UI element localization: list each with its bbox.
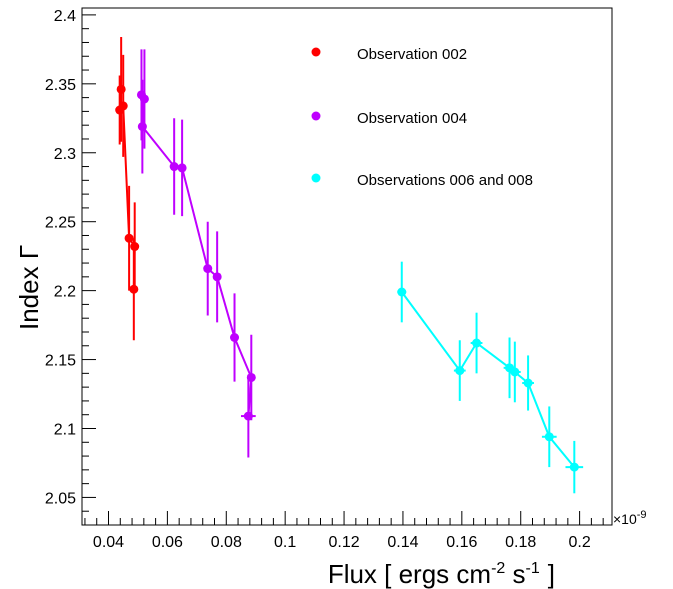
x-multiplier-label: ×10-9	[613, 509, 647, 527]
x-tick-label: 0.1	[274, 534, 296, 551]
data-point	[118, 101, 128, 111]
data-point	[139, 94, 149, 104]
data-point	[544, 432, 554, 442]
x-tick-label: 0.06	[152, 534, 183, 551]
data-point	[230, 333, 240, 343]
x-tick-label: 0.12	[328, 534, 359, 551]
data-point	[169, 162, 179, 172]
x-multiplier-exponent: -9	[637, 509, 647, 521]
series-line	[140, 94, 253, 417]
x-tick-label: 0.18	[505, 534, 536, 551]
x-tick-label: 0.04	[93, 534, 124, 551]
ticks-layer: 0.04 0.06 0.08 0.1 0.12 0.14 0.16 0.18 0.2 2.05 2.…	[45, 8, 604, 551]
x-multiplier-base: ×10	[613, 511, 637, 527]
data-point	[243, 411, 253, 421]
y-tick-label: 2.15	[45, 353, 76, 370]
x-axis-title: Flux [ ergs cm-2 s-1]	[328, 559, 555, 589]
data-point	[472, 338, 482, 348]
data-point	[124, 233, 134, 243]
series-1	[115, 36, 140, 341]
data-point	[177, 163, 187, 173]
series-layer	[115, 36, 584, 494]
y-tick-label: 2.35	[45, 77, 76, 94]
data-point	[510, 367, 520, 377]
y-tick-label: 2.3	[54, 146, 76, 163]
x-axis-title-mid: s	[505, 559, 525, 589]
x-tick-label: 0.14	[387, 534, 418, 551]
y-tick-label: 2.4	[54, 8, 76, 25]
x-tick-label: 0.08	[211, 534, 242, 551]
series-2	[136, 49, 256, 458]
y-tick-label: 2.05	[45, 490, 76, 507]
legend-marker	[311, 47, 321, 57]
data-point	[455, 366, 465, 376]
x-axis-title-exp1: -2	[491, 560, 505, 577]
data-point	[569, 462, 579, 472]
legend-entry: Observations 006 and 008	[357, 172, 533, 189]
data-point	[397, 287, 407, 297]
legend-entry: Observation 002	[357, 46, 467, 63]
data-point	[212, 272, 222, 282]
data-point	[129, 284, 139, 294]
series-3	[397, 261, 584, 494]
y-tick-label: 2.25	[45, 215, 76, 232]
x-tick-label: 0.16	[446, 534, 477, 551]
x-axis-title-main: Flux [ ergs cm	[328, 559, 491, 589]
x-axis-title-end: ]	[548, 559, 555, 589]
data-point	[203, 264, 213, 274]
data-point	[116, 84, 126, 94]
y-axis-title: Index Γ	[14, 245, 44, 330]
legend-entry: Observation 004	[357, 110, 467, 127]
legend-marker	[311, 111, 321, 121]
x-tick-label: 0.2	[568, 534, 590, 551]
data-point	[523, 378, 533, 388]
legend-marker	[311, 173, 321, 183]
x-axis-title-exp2: -1	[526, 560, 540, 577]
data-point	[137, 122, 147, 132]
plot-frame	[81, 7, 613, 526]
legend: Observation 002 Observation 004 Observatio…	[311, 46, 533, 189]
y-tick-label: 2.1	[54, 421, 76, 438]
y-tick-label: 2.2	[54, 284, 76, 301]
